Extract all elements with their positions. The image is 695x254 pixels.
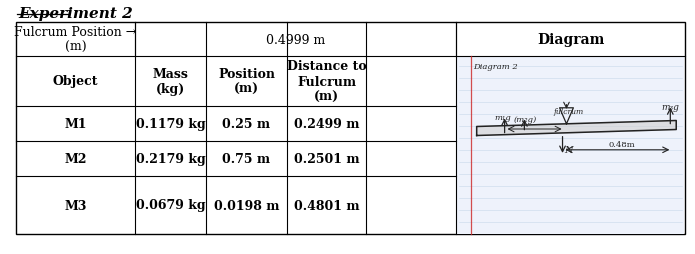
Text: 0.48m: 0.48m (608, 140, 635, 148)
Bar (457, 57, 684, 234)
Text: Fulcrum Position →
(m): Fulcrum Position → (m) (15, 26, 137, 54)
Text: 0.75 m: 0.75 m (222, 152, 270, 165)
Text: Diagram: Diagram (537, 33, 604, 47)
Text: 0.4999 m: 0.4999 m (265, 33, 325, 46)
Text: fulcrum: fulcrum (553, 107, 584, 115)
Text: 0.2499 m: 0.2499 m (294, 118, 359, 131)
Text: N: N (564, 145, 573, 154)
Text: Experiment 2: Experiment 2 (18, 7, 133, 21)
Text: 0.0198 m: 0.0198 m (214, 199, 279, 212)
Polygon shape (477, 121, 676, 136)
Text: M1: M1 (65, 118, 87, 131)
Text: Object: Object (53, 75, 99, 88)
Text: 0.1179 kg: 0.1179 kg (136, 118, 205, 131)
Text: M2: M2 (65, 152, 87, 165)
Bar (16, 23, 685, 234)
Text: 0.25 m: 0.25 m (222, 118, 270, 131)
Text: 0.4801 m: 0.4801 m (294, 199, 359, 212)
Text: m₃g: m₃g (662, 103, 679, 112)
Text: 0.0679 kg: 0.0679 kg (136, 199, 205, 212)
Text: Diagram 2: Diagram 2 (473, 63, 518, 71)
Text: 0.2179 kg: 0.2179 kg (136, 152, 205, 165)
Text: 0.2501 m: 0.2501 m (294, 152, 359, 165)
Text: M3: M3 (65, 199, 87, 212)
Text: Distance to
Fulcrum
(m): Distance to Fulcrum (m) (287, 60, 366, 103)
Text: m₁g: m₁g (494, 114, 511, 122)
Text: Mass
(kg): Mass (kg) (152, 68, 188, 96)
Text: Position
(m): Position (m) (218, 68, 275, 96)
Text: (m₂g): (m₂g) (514, 115, 537, 123)
